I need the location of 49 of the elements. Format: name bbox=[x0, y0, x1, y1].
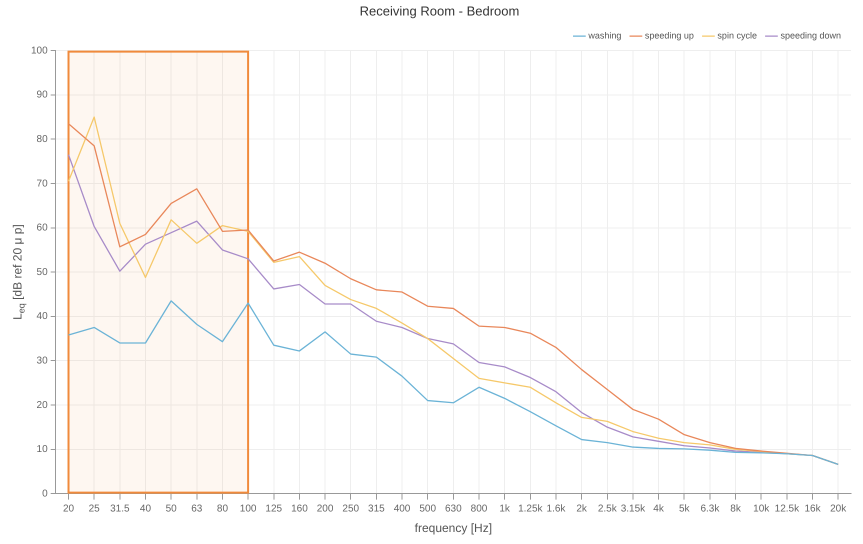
x-axis-title: frequency [Hz] bbox=[414, 521, 492, 536]
x-tick-label: 125 bbox=[265, 503, 283, 514]
x-tick-label: 100 bbox=[240, 503, 257, 514]
x-tick-label: 160 bbox=[291, 503, 308, 514]
y-tick-label: 60 bbox=[36, 222, 48, 234]
x-tick-label: 8k bbox=[730, 503, 742, 514]
x-tick-label: 3.15k bbox=[620, 503, 646, 514]
x-tick-label: 80 bbox=[216, 503, 228, 514]
y-tick-label: 0 bbox=[42, 488, 48, 500]
x-tick-label: 5k bbox=[678, 503, 691, 514]
y-tick-label: 100 bbox=[30, 45, 48, 56]
legend-label: speeding up bbox=[644, 30, 694, 41]
x-tick-label: 6.3k bbox=[700, 503, 720, 514]
x-tick-label: 4k bbox=[653, 503, 665, 514]
x-tick-label: 10k bbox=[753, 503, 770, 514]
x-tick-label: 40 bbox=[140, 503, 152, 514]
y-tick-label: 80 bbox=[36, 134, 48, 145]
x-tick-label: 630 bbox=[445, 503, 462, 514]
y-tick-label: 90 bbox=[36, 90, 48, 101]
legend-label: washing bbox=[587, 30, 622, 41]
x-tick-label: 200 bbox=[316, 503, 334, 514]
x-tick-label: 400 bbox=[394, 503, 411, 514]
x-tick-label: 315 bbox=[368, 503, 386, 514]
x-tick-label: 1.25k bbox=[518, 503, 544, 514]
x-tick-label: 250 bbox=[342, 503, 360, 514]
x-tick-label: 2.5k bbox=[598, 503, 618, 514]
y-tick-label: 10 bbox=[36, 444, 48, 456]
x-tick-label: 63 bbox=[191, 503, 203, 514]
x-tick-label: 25 bbox=[88, 503, 100, 514]
y-tick-label: 20 bbox=[36, 400, 48, 411]
y-tick-label: 30 bbox=[36, 355, 48, 366]
x-tick-label: 1k bbox=[499, 503, 511, 514]
x-tick-label: 50 bbox=[166, 503, 178, 514]
x-tick-label: 800 bbox=[470, 503, 488, 514]
x-tick-label: 2k bbox=[576, 503, 588, 514]
y-tick-label: 70 bbox=[36, 178, 48, 190]
x-tick-label: 20k bbox=[830, 503, 848, 514]
x-tick-label: 12.5k bbox=[774, 503, 800, 514]
y-axis-title: Leq [dB ref 20 μ p] bbox=[10, 224, 26, 320]
legend-label: speeding down bbox=[780, 30, 842, 41]
chart-title: Receiving Room - Bedroom bbox=[360, 3, 520, 18]
x-tick-label: 1.6k bbox=[546, 503, 566, 514]
x-tick-label: 31.5 bbox=[110, 503, 130, 514]
y-tick-label: 50 bbox=[36, 266, 48, 278]
x-tick-label: 16k bbox=[804, 503, 822, 514]
x-tick-label: 500 bbox=[419, 503, 436, 514]
x-tick-label: 20 bbox=[62, 503, 75, 514]
y-tick-label: 40 bbox=[36, 311, 48, 322]
legend-label: spin cycle bbox=[717, 30, 757, 41]
